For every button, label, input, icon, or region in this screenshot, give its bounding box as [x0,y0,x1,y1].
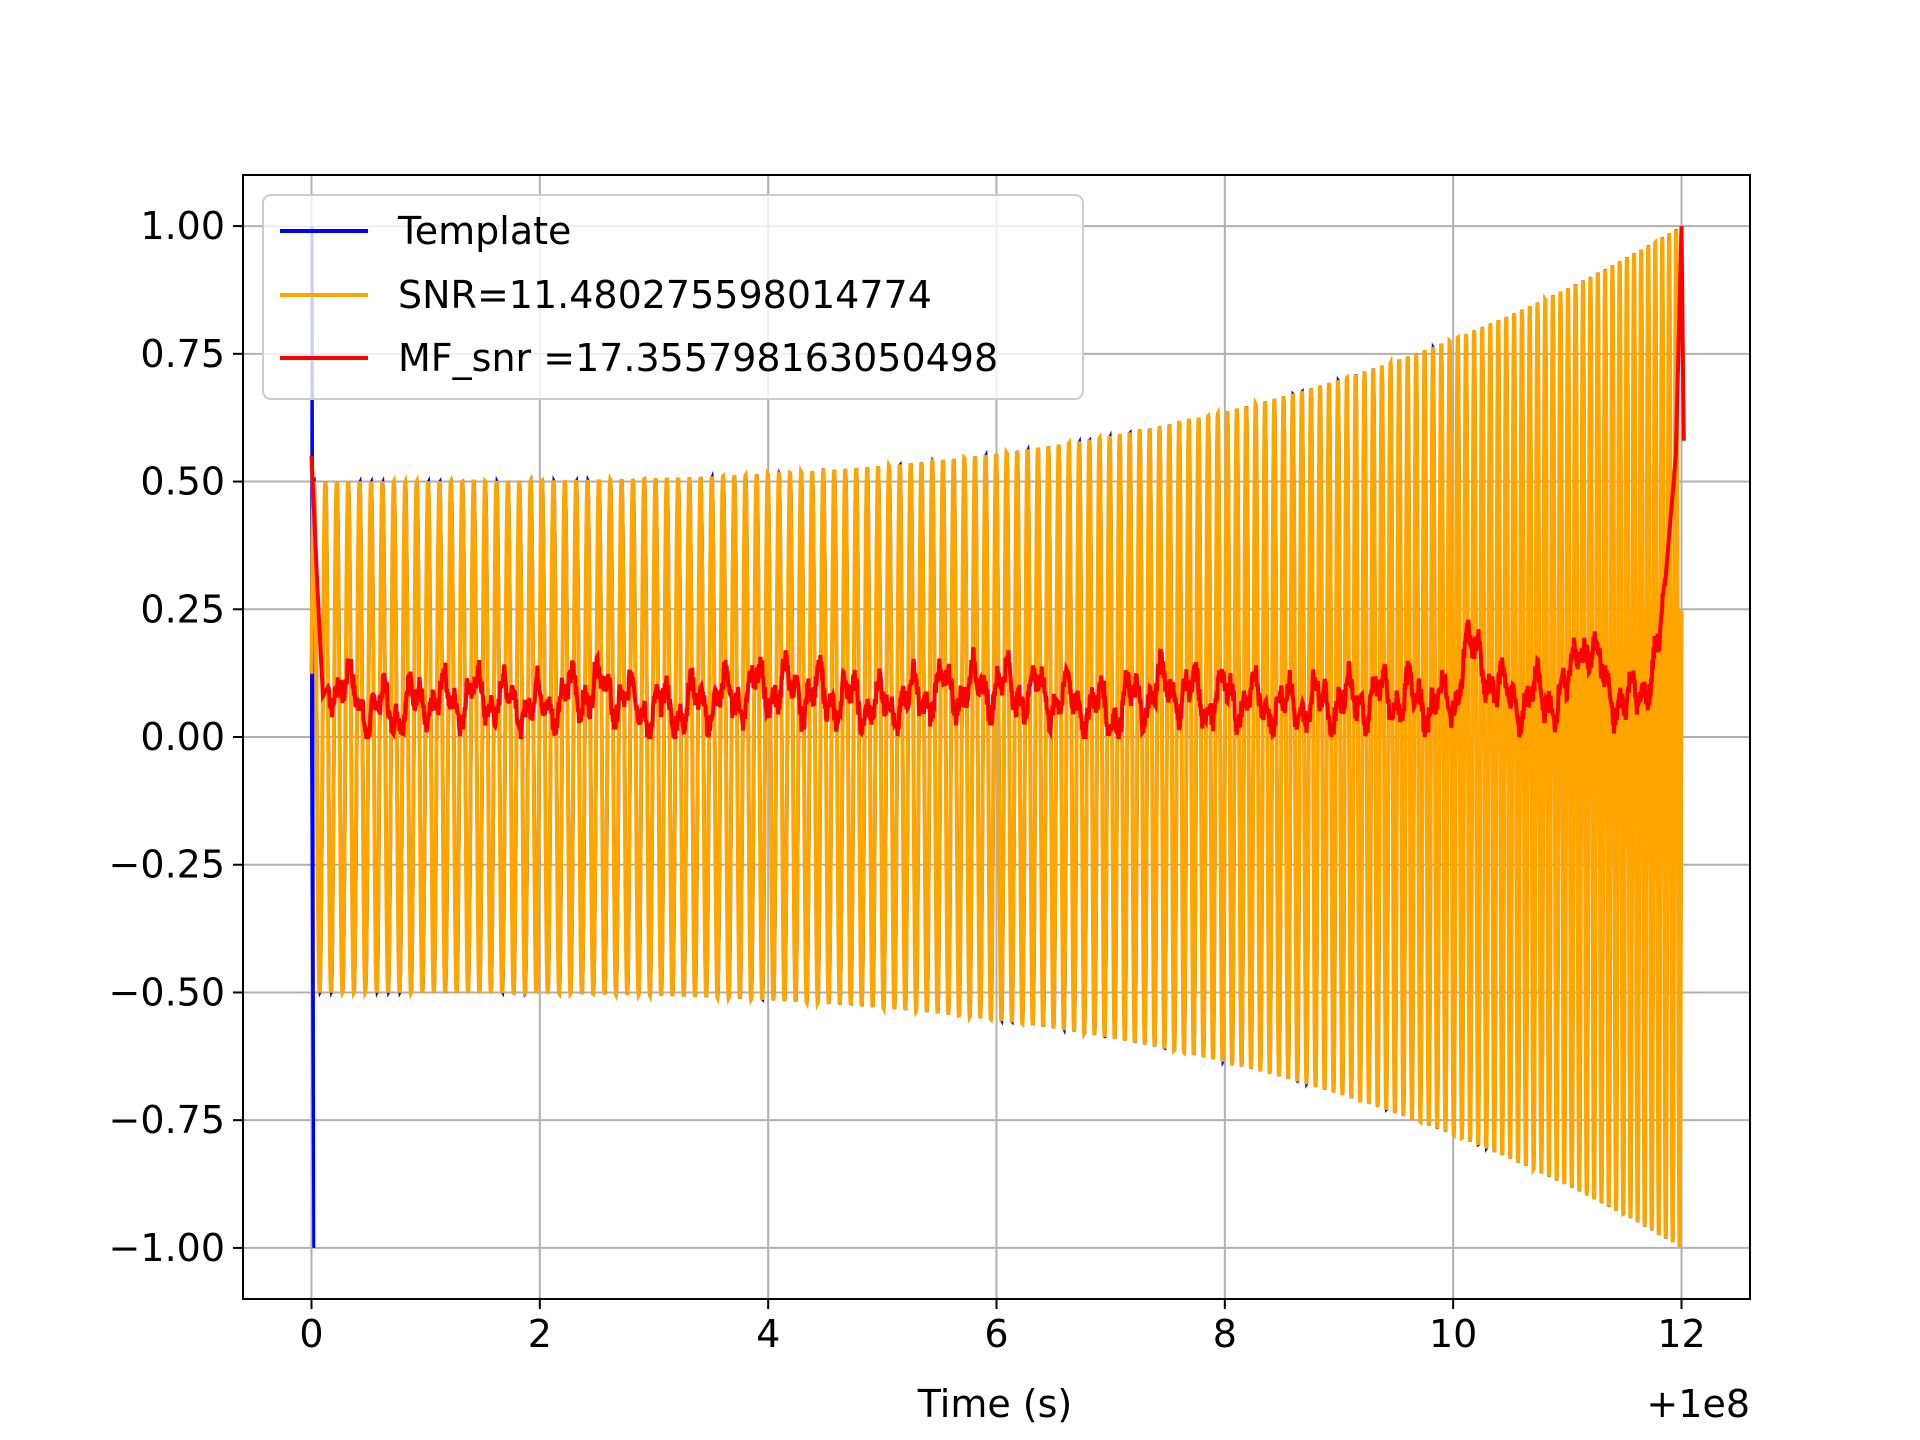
legend-label-mf-snr: MF_snr =17.355798163050498 [398,336,998,380]
series-layer [309,226,1686,1248]
legend: Template SNR=11.480275598014774 MF_snr =… [262,194,1084,400]
legend-label-snr: SNR=11.480275598014774 [398,273,932,317]
x-axis-offset-label: +1e8 [1646,1382,1750,1426]
legend-label-template: Template [397,209,571,253]
y-tick-label: −0.50 [109,970,225,1014]
x-tick-label: 8 [1213,1312,1237,1356]
y-tick-label: 0.25 [140,587,225,631]
series-snr-line [309,229,1684,1247]
x-tick-label: 2 [528,1312,552,1356]
x-tick-label: 12 [1657,1312,1705,1356]
series-mf-snr-line [309,226,1686,741]
x-tick-label: 10 [1429,1312,1477,1356]
x-tick-label: 0 [299,1312,323,1356]
y-tick-label: −0.75 [109,1098,225,1142]
y-tick-label: 0.75 [140,332,225,376]
legend-box [262,194,1084,400]
y-axis: 1.00 0.75 0.50 0.25 0.00 −0.25 −0.50 −0.75 −1.00 [109,204,243,1270]
x-tick-label: 4 [756,1312,780,1356]
y-tick-label: 0.50 [140,460,225,504]
x-tick-label: 6 [984,1312,1008,1356]
y-tick-label: −1.00 [109,1226,225,1270]
y-tick-label: 0.00 [140,715,225,759]
x-axis-label: Time (s) [917,1382,1073,1426]
y-tick-label: 1.00 [140,204,225,248]
y-tick-label: −0.25 [109,843,225,887]
x-axis: 0 2 4 6 8 10 12 [299,1299,1706,1356]
